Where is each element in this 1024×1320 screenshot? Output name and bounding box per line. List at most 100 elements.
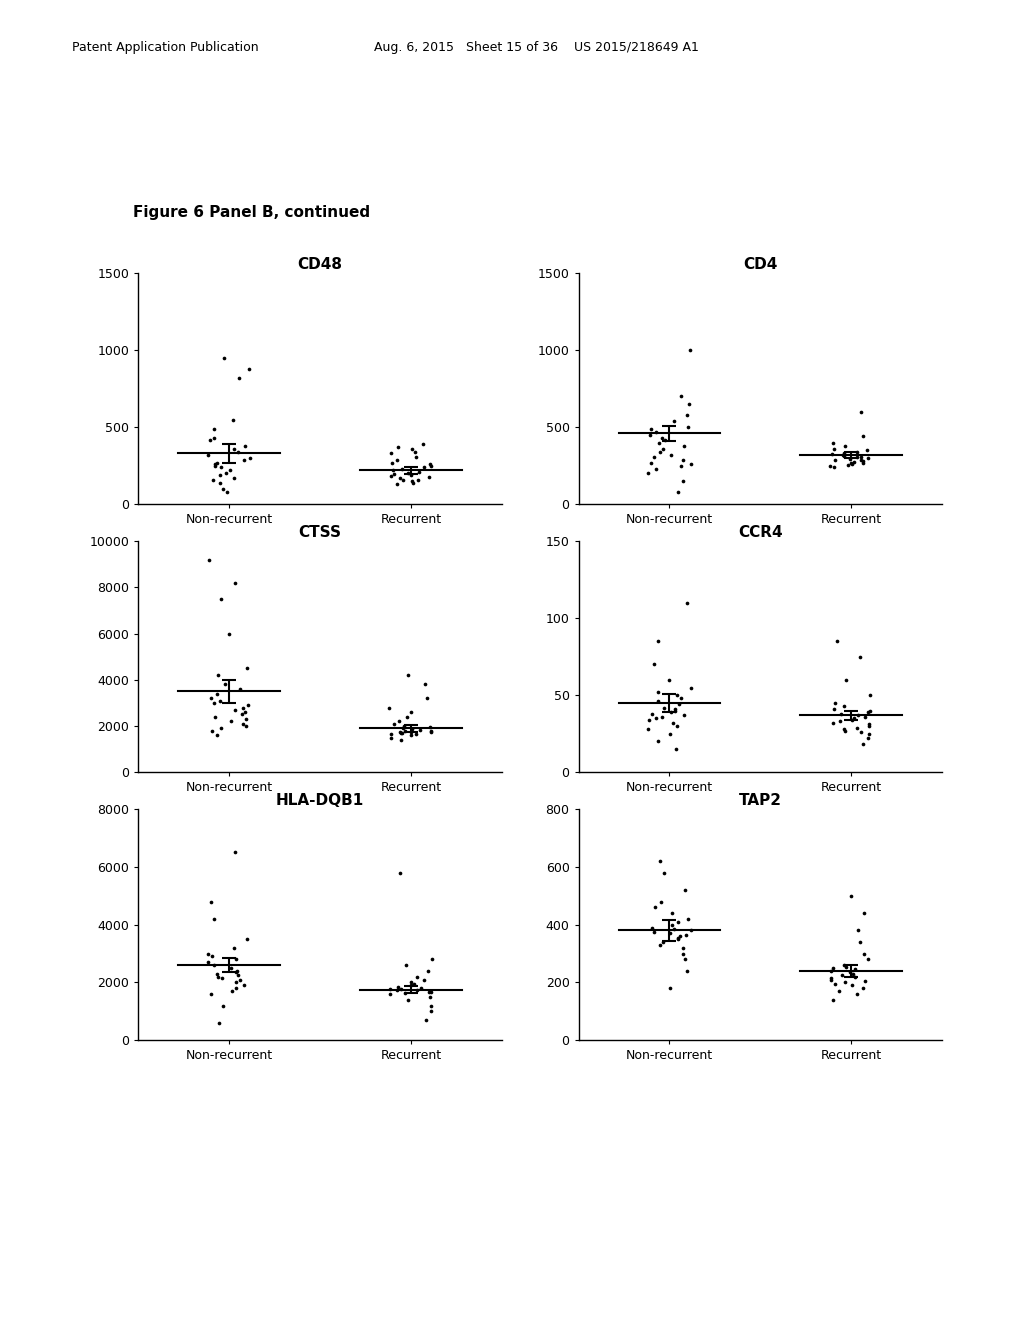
Point	[837, 436, 853, 457]
Point	[663, 702, 679, 723]
Point	[826, 973, 843, 994]
Point	[680, 908, 696, 929]
Point	[862, 685, 879, 706]
Point	[423, 995, 439, 1016]
Point	[403, 438, 420, 459]
Point	[645, 446, 662, 467]
Title: TAP2: TAP2	[739, 793, 781, 808]
Point	[396, 721, 413, 742]
Point	[845, 709, 861, 730]
Point	[393, 978, 410, 999]
Point	[849, 441, 865, 462]
Point	[675, 449, 691, 470]
Point	[400, 463, 417, 484]
Point	[222, 459, 239, 480]
Point	[854, 450, 870, 471]
Point	[664, 903, 680, 924]
Point	[418, 1010, 434, 1031]
Point	[416, 457, 432, 478]
Point	[682, 677, 698, 698]
Point	[670, 927, 686, 948]
Point	[395, 718, 412, 739]
Point	[662, 723, 678, 744]
Point	[666, 411, 682, 432]
Point	[823, 969, 840, 990]
Point	[200, 445, 216, 466]
Point	[231, 969, 248, 990]
Text: Aug. 6, 2015   Sheet 15 of 36    US 2015/218649 A1: Aug. 6, 2015 Sheet 15 of 36 US 2015/2186…	[374, 41, 698, 54]
Point	[225, 409, 242, 430]
Point	[238, 709, 254, 730]
Title: CCR4: CCR4	[738, 525, 782, 540]
Point	[403, 702, 420, 723]
Point	[419, 688, 435, 709]
Point	[645, 921, 662, 942]
Point	[206, 428, 222, 449]
Point	[833, 704, 849, 725]
Point	[843, 886, 859, 907]
Point	[824, 444, 841, 465]
Point	[389, 437, 406, 458]
Point	[227, 962, 244, 983]
Point	[402, 722, 419, 743]
Point	[381, 697, 397, 718]
Point	[826, 449, 843, 470]
Point	[230, 965, 247, 986]
Point	[643, 418, 659, 440]
Point	[846, 451, 862, 473]
Point	[648, 421, 665, 442]
Point	[679, 961, 695, 982]
Point	[680, 417, 696, 438]
Point	[384, 451, 400, 473]
Point	[423, 981, 439, 1002]
Point	[656, 429, 673, 450]
Point	[390, 710, 407, 731]
Point	[860, 723, 877, 744]
Point	[397, 982, 414, 1003]
Point	[835, 445, 851, 466]
Point	[230, 441, 247, 462]
Point	[822, 961, 839, 982]
Point	[655, 438, 672, 459]
Point	[402, 465, 419, 486]
Point	[668, 739, 684, 760]
Point	[860, 447, 877, 469]
Point	[677, 879, 693, 900]
Point	[826, 698, 843, 719]
Point	[421, 982, 437, 1003]
Point	[655, 932, 672, 953]
Point	[409, 966, 425, 987]
Point	[404, 473, 421, 494]
Point	[413, 978, 429, 999]
Point	[673, 688, 689, 709]
Point	[671, 482, 687, 503]
Point	[640, 463, 656, 484]
Point	[407, 973, 423, 994]
Point	[672, 925, 688, 946]
Point	[200, 952, 216, 973]
Point	[202, 429, 218, 450]
Point	[213, 718, 229, 739]
Point	[212, 457, 228, 478]
Point	[845, 964, 861, 985]
Point	[212, 690, 228, 711]
Point	[664, 445, 680, 466]
Point	[206, 908, 222, 929]
Point	[239, 928, 255, 949]
Point	[855, 734, 871, 755]
Point	[421, 986, 437, 1007]
Point	[848, 983, 864, 1005]
Point	[382, 983, 398, 1005]
Point	[228, 949, 245, 970]
Point	[203, 891, 219, 912]
Point	[212, 473, 228, 494]
Point	[227, 972, 244, 993]
Point	[412, 719, 428, 741]
Point	[236, 449, 252, 470]
Point	[219, 482, 236, 503]
Point	[229, 961, 246, 982]
Point	[647, 896, 664, 917]
Point	[677, 949, 693, 970]
Point	[670, 911, 686, 932]
Point	[844, 974, 860, 995]
